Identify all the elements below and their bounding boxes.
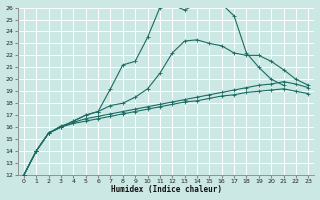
X-axis label: Humidex (Indice chaleur): Humidex (Indice chaleur) <box>111 185 221 194</box>
